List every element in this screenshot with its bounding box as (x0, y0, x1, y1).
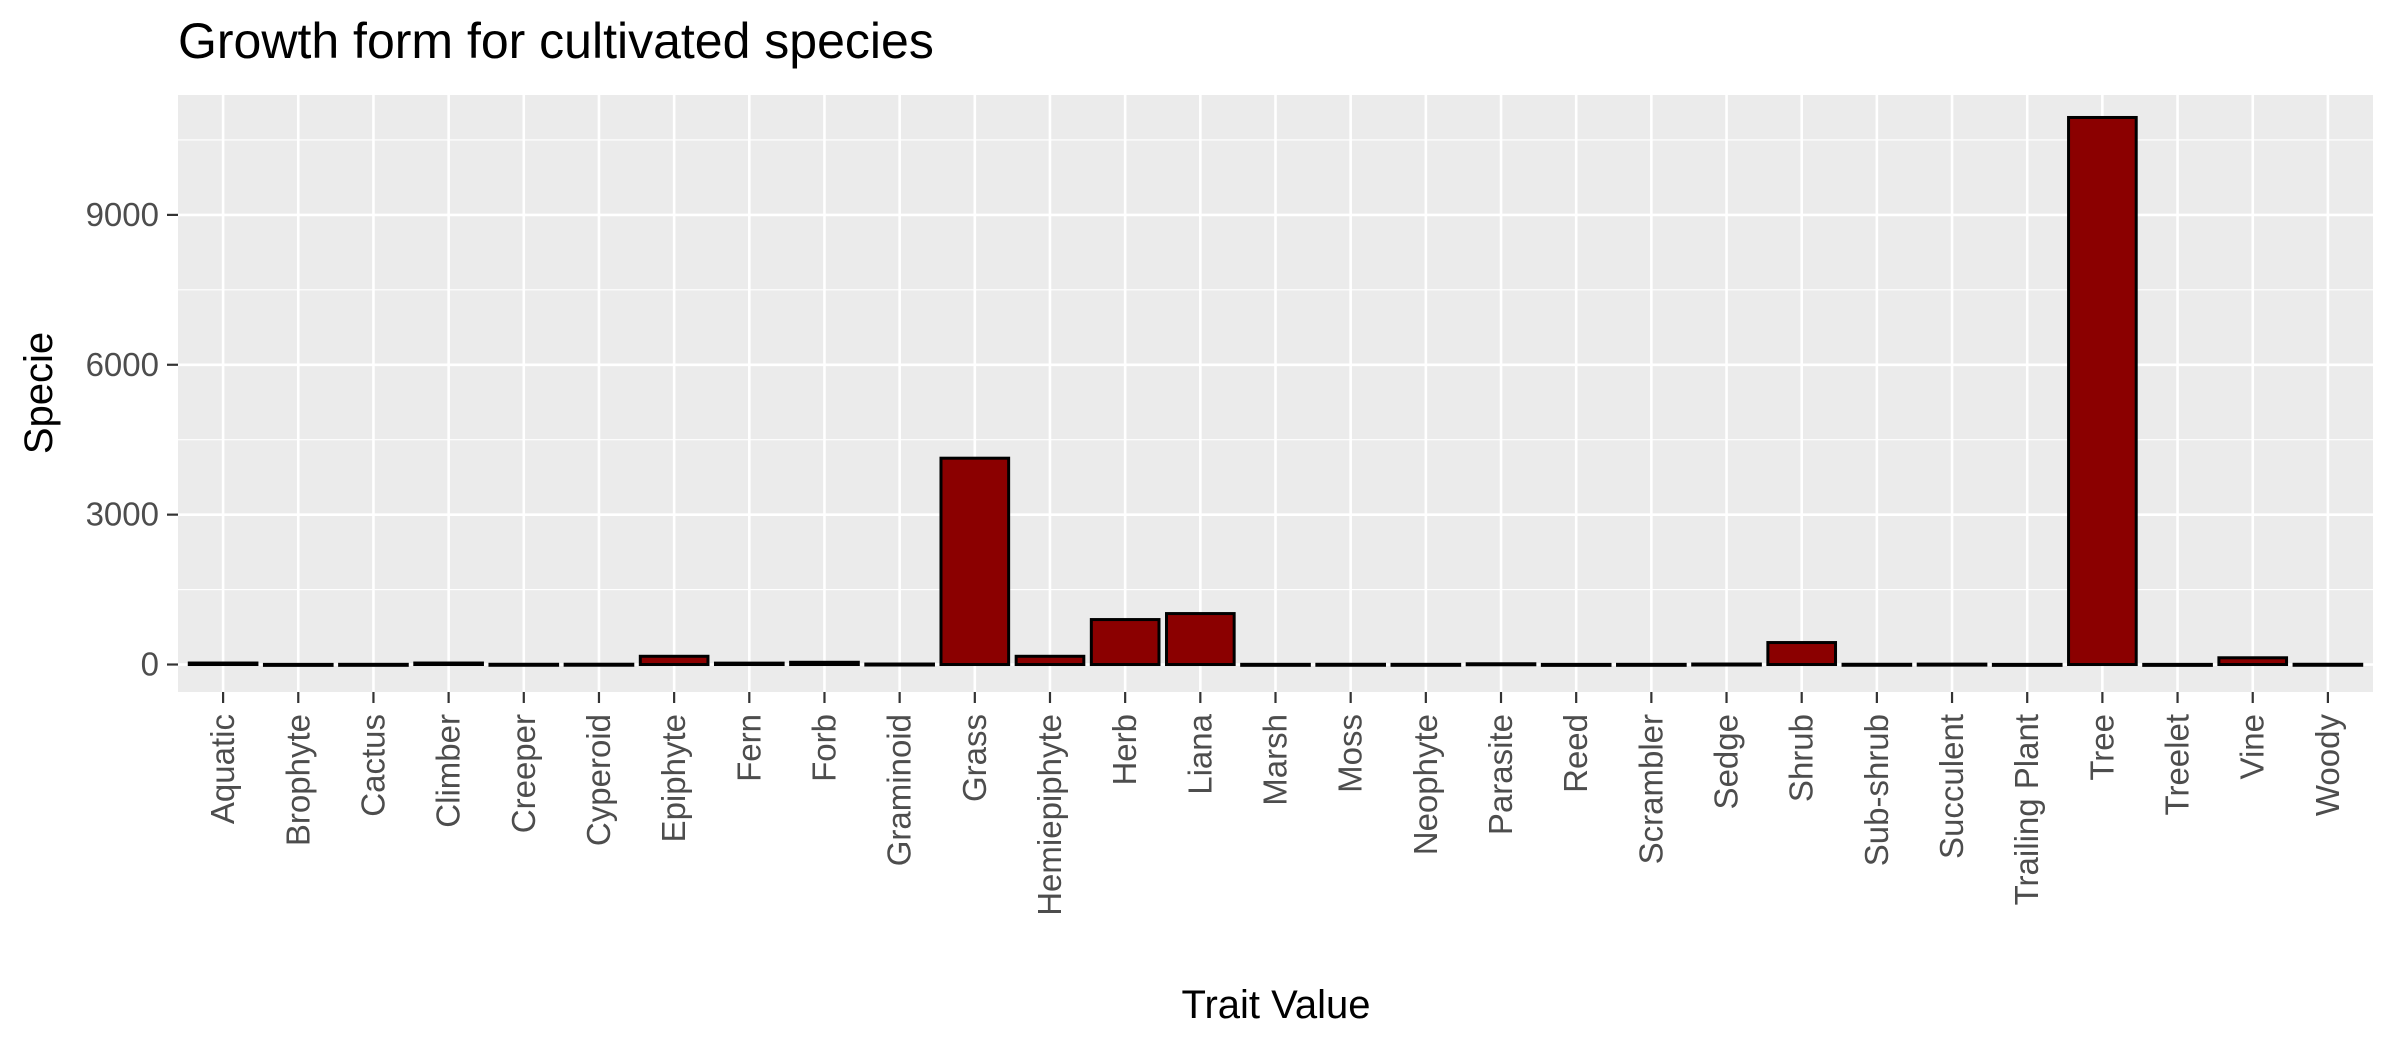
bar-cactus (338, 662, 409, 667)
x-tick-label: Liana (1181, 713, 1218, 794)
x-tick-label: Aquatic (204, 714, 241, 824)
bar-epiphyte (638, 654, 710, 667)
x-tick-label: Cyperoid (580, 714, 617, 846)
x-tick-label: Neophyte (1407, 714, 1444, 855)
x-tick-label: Graminoid (881, 714, 918, 866)
y-tick-label: 3000 (86, 496, 159, 533)
x-axis: Aquatic Brophyte Cactus Climber Creeper Cyper… (204, 692, 2346, 916)
x-tick-label: Brophyte (279, 714, 316, 846)
bar-moss (1315, 662, 1386, 667)
bar-scrambler (1616, 662, 1687, 667)
bar-brophyte (262, 662, 334, 667)
bar-forb (789, 660, 860, 667)
bar-marsh (1240, 662, 1311, 667)
bar-herb (1089, 618, 1161, 667)
bar-tree (2067, 115, 2138, 667)
bar-grass (939, 456, 1011, 667)
bar-parasite (1465, 662, 1537, 667)
chart-title: Growth form for cultivated species (178, 13, 934, 69)
bar-creeper (488, 662, 560, 667)
bar-succulent (1916, 662, 1988, 667)
x-tick-label: Trailing Plant (2008, 714, 2045, 905)
x-tick-label: Fern (730, 714, 767, 782)
bar-neophyte (1390, 662, 1462, 667)
bar-reed (1540, 662, 1612, 667)
x-tick-label: Hemiepiphyte (1031, 714, 1068, 916)
bar-woody (2292, 662, 2364, 667)
bar-aquatic (187, 661, 259, 667)
bar-graminoid (864, 662, 935, 667)
x-tick-label: Tree (2083, 714, 2120, 781)
bar-sub-shrub (1841, 662, 1913, 667)
bar-hemiepiphyte (1014, 654, 1086, 667)
x-tick-label: Treelet (2159, 714, 2196, 815)
x-tick-label: Cactus (354, 714, 391, 817)
bar-fern (713, 661, 785, 667)
bar-sedge (1691, 662, 1762, 667)
bar-shrub (1766, 641, 1838, 667)
x-tick-label: Vine (2234, 714, 2271, 779)
bar-climber (413, 661, 484, 667)
x-tick-label: Scrambler (1632, 714, 1669, 864)
x-tick-label: Moss (1332, 714, 1369, 793)
x-axis-title: Trait Value (1182, 983, 1371, 1027)
bars-group (187, 115, 2364, 667)
x-tick-label: Reed (1557, 714, 1594, 793)
y-axis: 0 3000 6000 9000 (86, 196, 178, 683)
bar-trailing-plant (1991, 662, 2063, 667)
x-tick-label: Forb (805, 714, 842, 782)
x-tick-label: Creeper (505, 714, 542, 833)
x-tick-label: Marsh (1257, 714, 1294, 806)
x-tick-label: Woody (2309, 714, 2346, 817)
bar-liana (1165, 612, 1236, 667)
bar-cyperoid (563, 662, 635, 667)
bar-treelet (2142, 662, 2213, 667)
x-tick-label: Sub-shrub (1858, 714, 1895, 866)
bar-vine (2217, 656, 2289, 667)
y-tick-label: 6000 (86, 346, 159, 383)
y-tick-label: 9000 (86, 196, 159, 233)
x-tick-label: Sedge (1708, 714, 1745, 809)
y-axis-title: Specie (17, 332, 61, 454)
major-gridlines (178, 95, 2373, 692)
x-tick-label: Parasite (1482, 714, 1519, 835)
x-tick-label: Grass (956, 714, 993, 802)
x-tick-label: Succulent (1933, 714, 1970, 859)
x-tick-label: Herb (1106, 714, 1143, 786)
y-tick-label: 0 (141, 646, 159, 683)
x-tick-label: Epiphyte (655, 714, 692, 842)
x-tick-label: Climber (430, 714, 467, 828)
x-tick-label: Shrub (1783, 714, 1820, 802)
